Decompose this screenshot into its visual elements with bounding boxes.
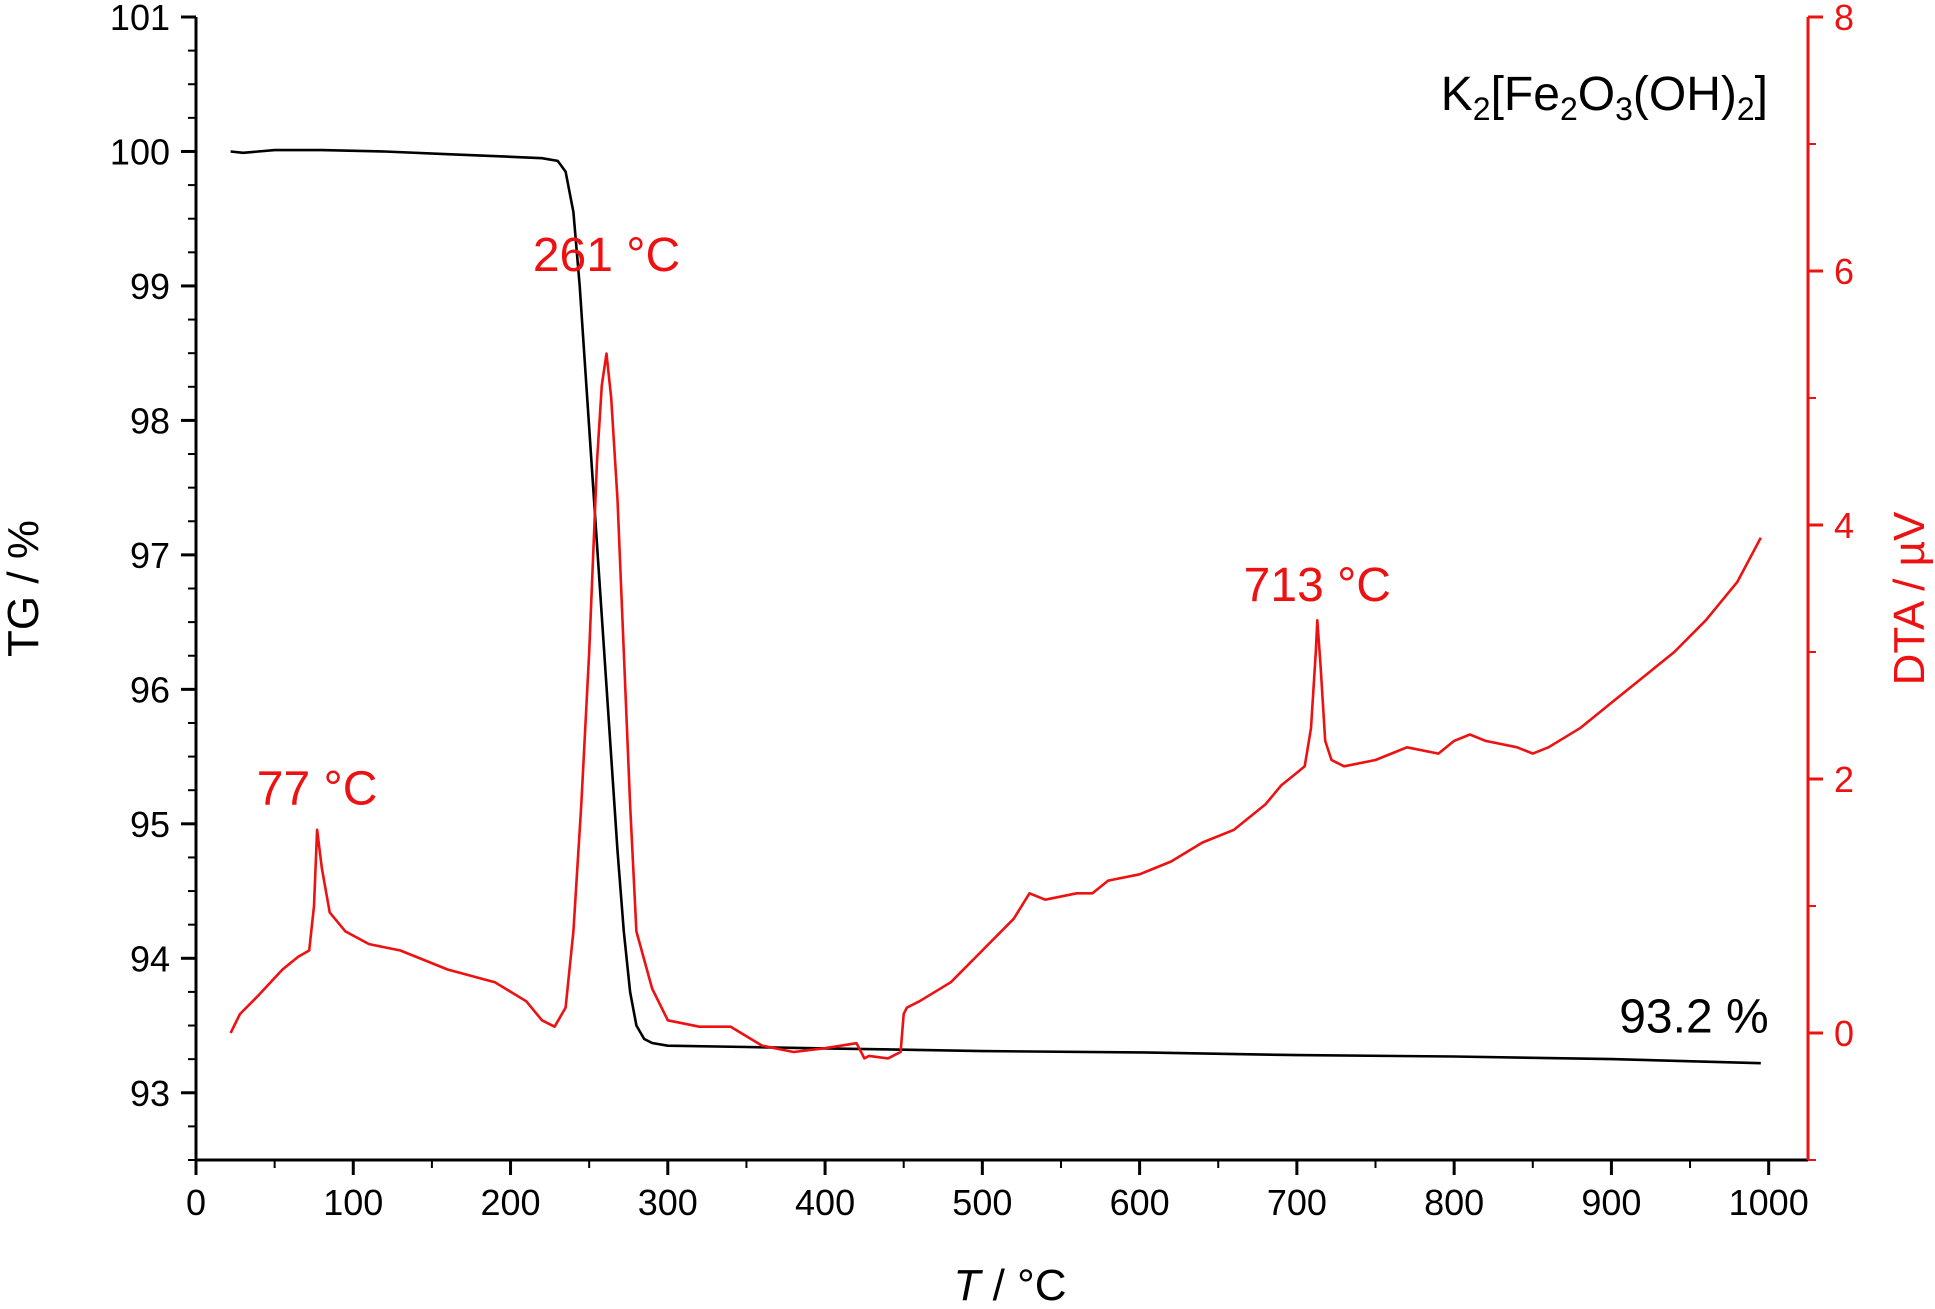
y-right-tick-label: 4 (1834, 505, 1854, 546)
y-left-tick-label: 98 (130, 400, 170, 441)
y-left-tick-label: 99 (130, 266, 170, 307)
x-tick-label: 200 (480, 1182, 540, 1223)
y-right-tick-label: 8 (1834, 0, 1854, 38)
y-right-tick-label: 2 (1834, 759, 1854, 800)
x-axis-title: T / °C (954, 1261, 1067, 1309)
x-tick-label: 400 (795, 1182, 855, 1223)
compound-label-text: ] (1755, 68, 1768, 121)
y-right-tick-label: 0 (1834, 1013, 1854, 1054)
annotation-label: 77 °C (257, 762, 378, 815)
compound-label-subscript: 2 (1737, 91, 1755, 127)
dta-series-line (229, 352, 1762, 1060)
compound-label-text: [Fe (1491, 68, 1560, 121)
y-right-tick-label: 6 (1834, 251, 1854, 292)
compound-label-text: O (1578, 68, 1615, 121)
x-tick-label: 500 (952, 1182, 1012, 1223)
series-layer (229, 148, 1762, 1065)
x-axis-title-unit: / °C (980, 1261, 1066, 1309)
x-tick-label: 800 (1424, 1182, 1484, 1223)
compound-label-text: K (1441, 68, 1473, 121)
x-tick-label: 0 (186, 1182, 206, 1223)
compound-label-subscript: 2 (1473, 91, 1491, 127)
x-tick-label: 900 (1581, 1182, 1641, 1223)
annotation-label: 713 °C (1244, 559, 1391, 612)
y-left-tick-label: 94 (130, 938, 170, 979)
y-left-tick-label: 101 (110, 0, 170, 38)
y-left-tick-label: 96 (130, 669, 170, 710)
compound-label-subscript: 3 (1615, 91, 1633, 127)
y-left-tick-label: 97 (130, 535, 170, 576)
compound-label: K2[Fe2O3(OH)2] (1441, 68, 1768, 127)
tg-series-line (230, 148, 1761, 1065)
compound-label-text: (OH) (1633, 68, 1737, 121)
y-left-axis-title: TG / % (0, 520, 48, 657)
y-left-tick-label: 95 (130, 804, 170, 845)
y-right-axis-title: DTA / µV (1885, 511, 1934, 685)
x-tick-label: 700 (1267, 1182, 1327, 1223)
annotation-label: 261 °C (533, 229, 680, 282)
y-left-tick-label: 93 (130, 1073, 170, 1114)
x-tick-label: 300 (638, 1182, 698, 1223)
x-axis-title-symbol: T (954, 1261, 984, 1309)
x-tick-label: 600 (1110, 1182, 1170, 1223)
annotation-label: 93.2 % (1619, 990, 1768, 1043)
y-left-tick-label: 100 (110, 131, 170, 172)
compound-label-subscript: 2 (1560, 91, 1578, 127)
x-tick-label: 100 (323, 1182, 383, 1223)
x-tick-label: 1000 (1729, 1182, 1809, 1223)
